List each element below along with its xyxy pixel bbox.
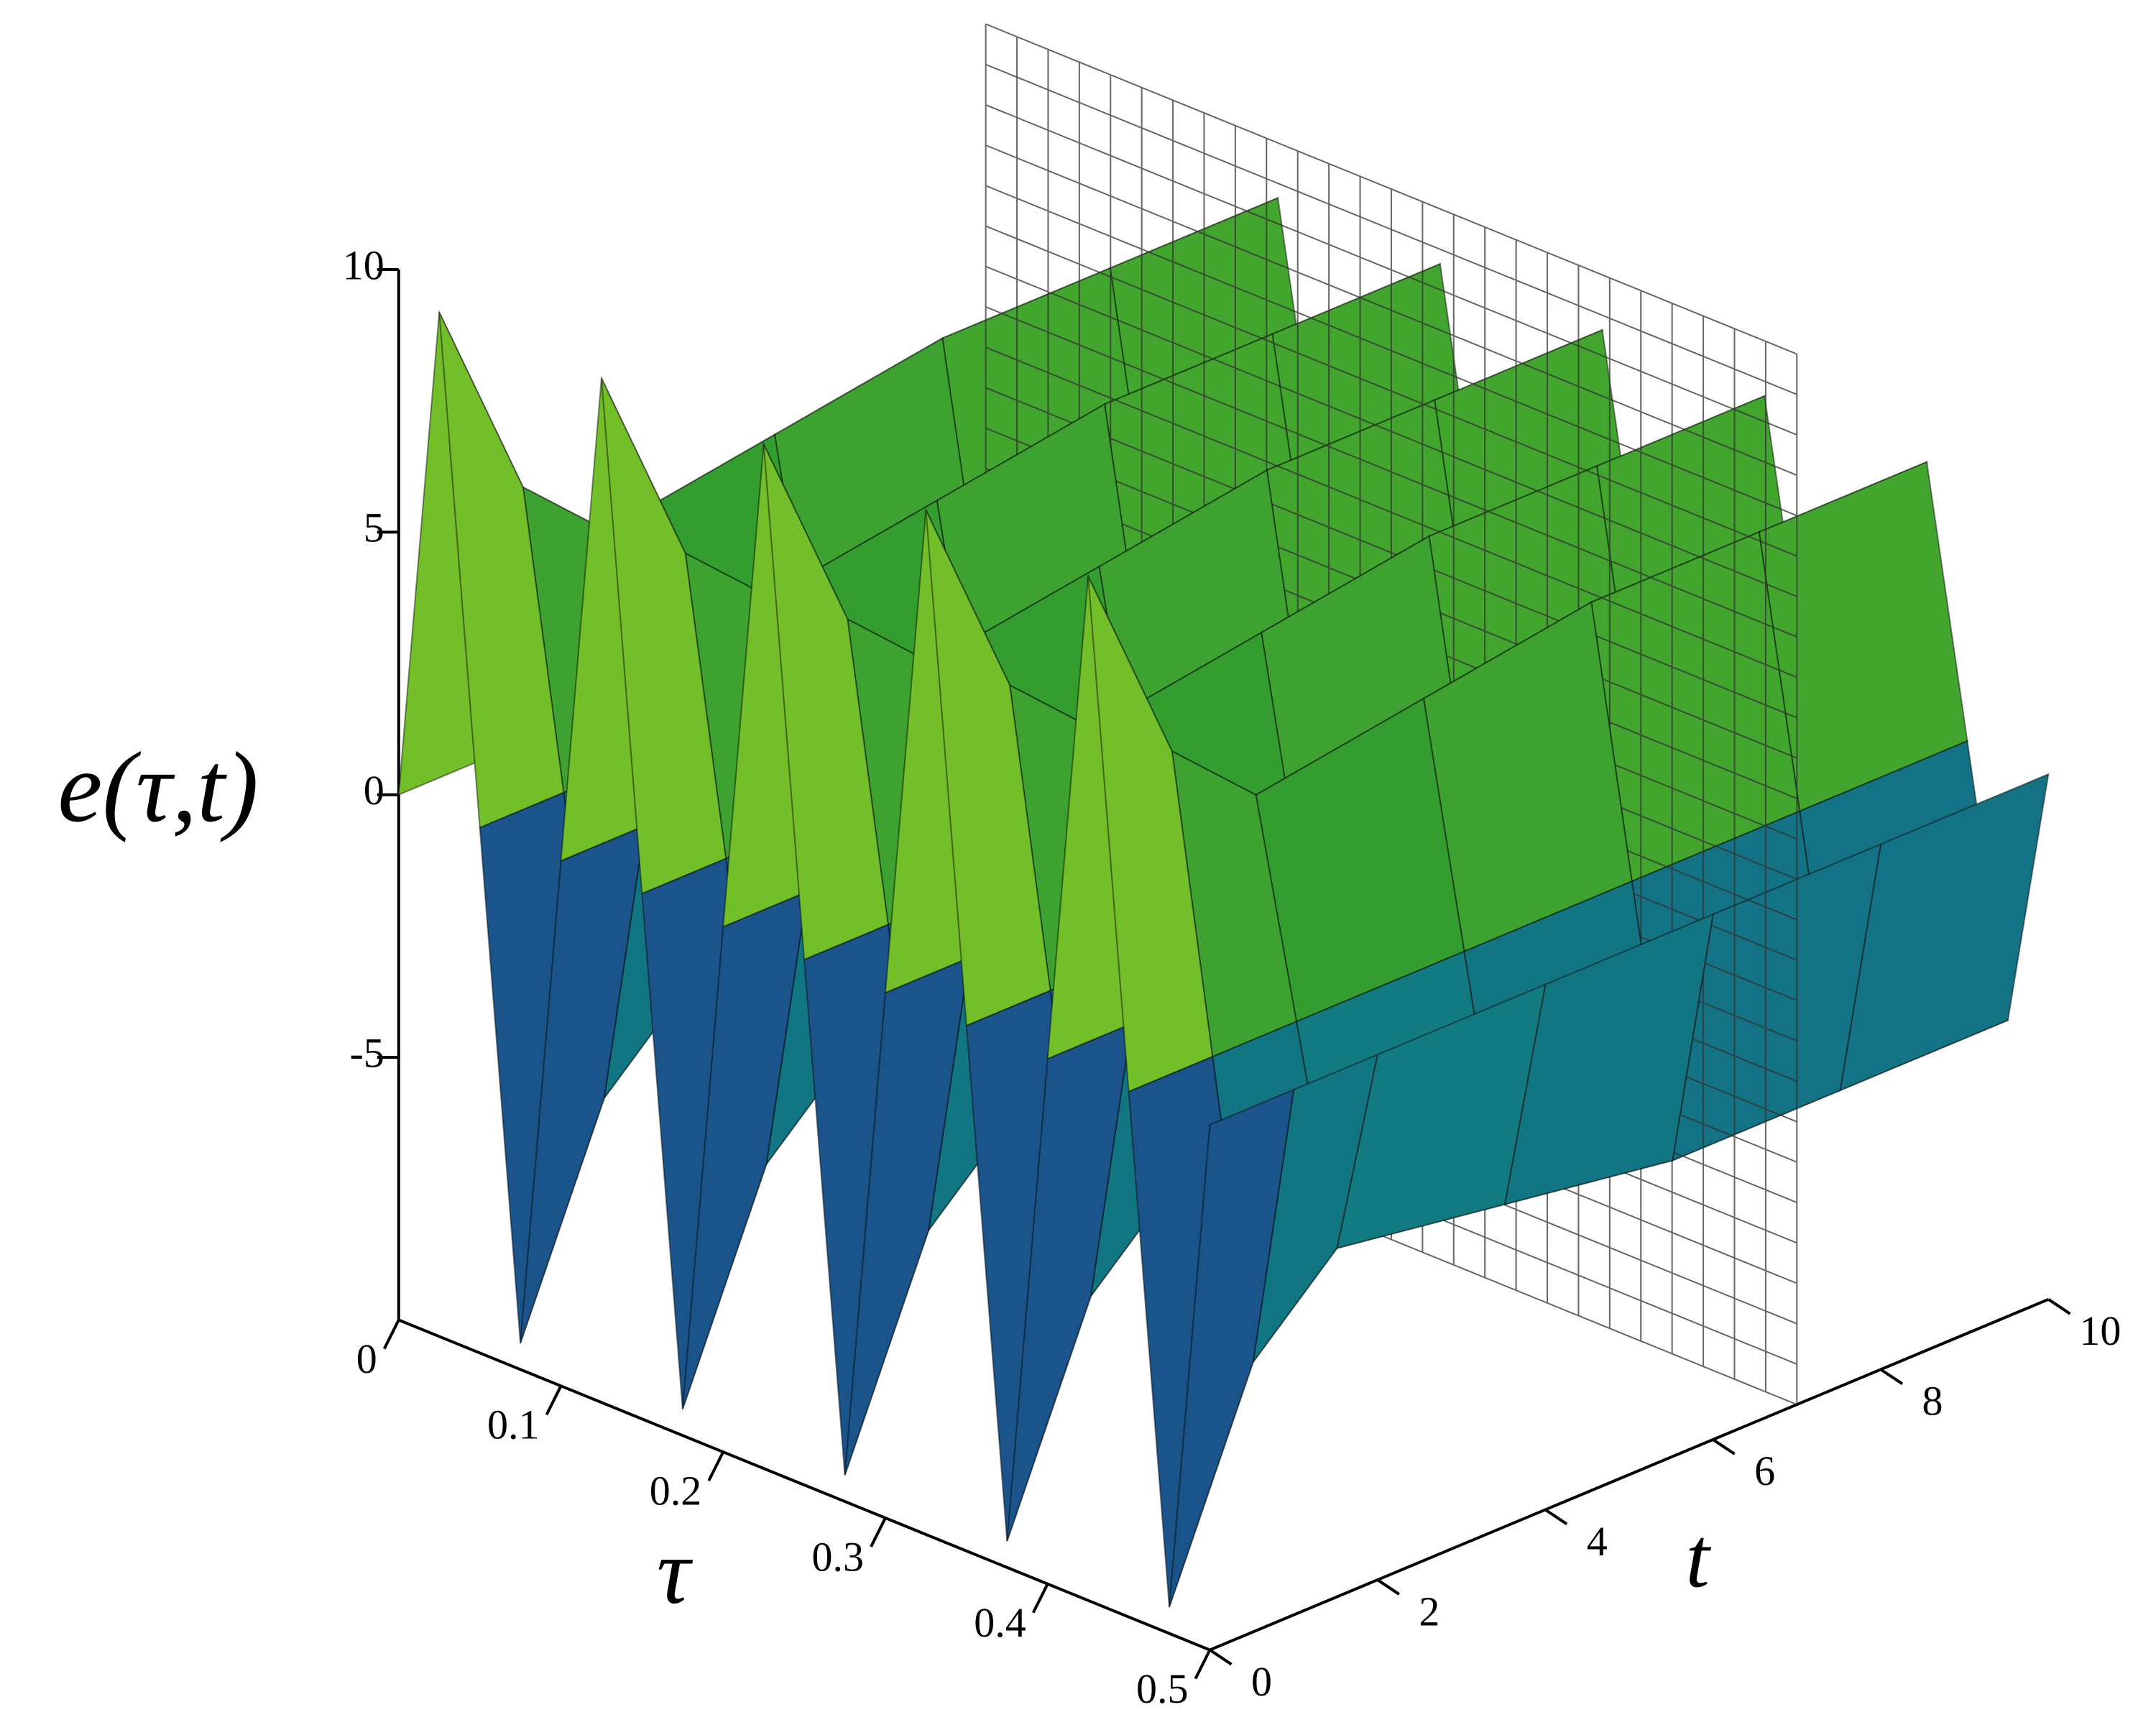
surface-patch [1503,913,1714,1205]
x-tick [1031,1583,1049,1614]
surface-patch [1839,773,2050,1092]
surface-patch [1252,1053,1379,1363]
z-tick-label: -5 [349,1029,384,1076]
x-tick [707,1451,725,1482]
x-tick [382,1319,400,1350]
x-tick-label: 0 [356,1335,377,1382]
y-tick [1879,1368,1904,1386]
y-axis-label: t [1685,1510,1711,1606]
y-tick-label: 8 [1922,1378,1943,1425]
y-tick [1544,1508,1568,1526]
x-axis [398,1318,1211,1652]
surface-patch [1336,983,1547,1249]
x-tick-label: 0.3 [811,1533,864,1580]
x-tick-label: 0.5 [1136,1665,1189,1712]
surface-patch [1169,1088,1295,1608]
z-tick-label: 0 [364,767,384,814]
y-tick-label: 6 [1754,1448,1775,1494]
y-tick-label: 0 [1251,1658,1272,1705]
x-axis-label: τ [657,1520,694,1624]
y-tick-label: 10 [2079,1307,2121,1354]
y-tick [1376,1578,1400,1596]
y-tick [1209,1648,1233,1666]
y-tick [1712,1438,1736,1455]
x-tick [1194,1649,1212,1680]
x-tick-label: 0.4 [974,1599,1026,1646]
x-tick-label: 0.2 [650,1467,702,1514]
x-tick-label: 0.1 [487,1402,540,1448]
z-tick-label: 10 [343,242,384,288]
y-tick [2047,1298,2071,1315]
surface-patch [1671,842,1882,1162]
y-tick-label: 2 [1419,1588,1439,1634]
z-axis-label: e(τ,t) [57,732,258,843]
x-tick [870,1517,887,1547]
y-tick-label: 4 [1587,1518,1608,1565]
y-axis [1209,1297,2050,1652]
z-tick-label: 5 [364,505,384,551]
x-tick [545,1385,563,1416]
